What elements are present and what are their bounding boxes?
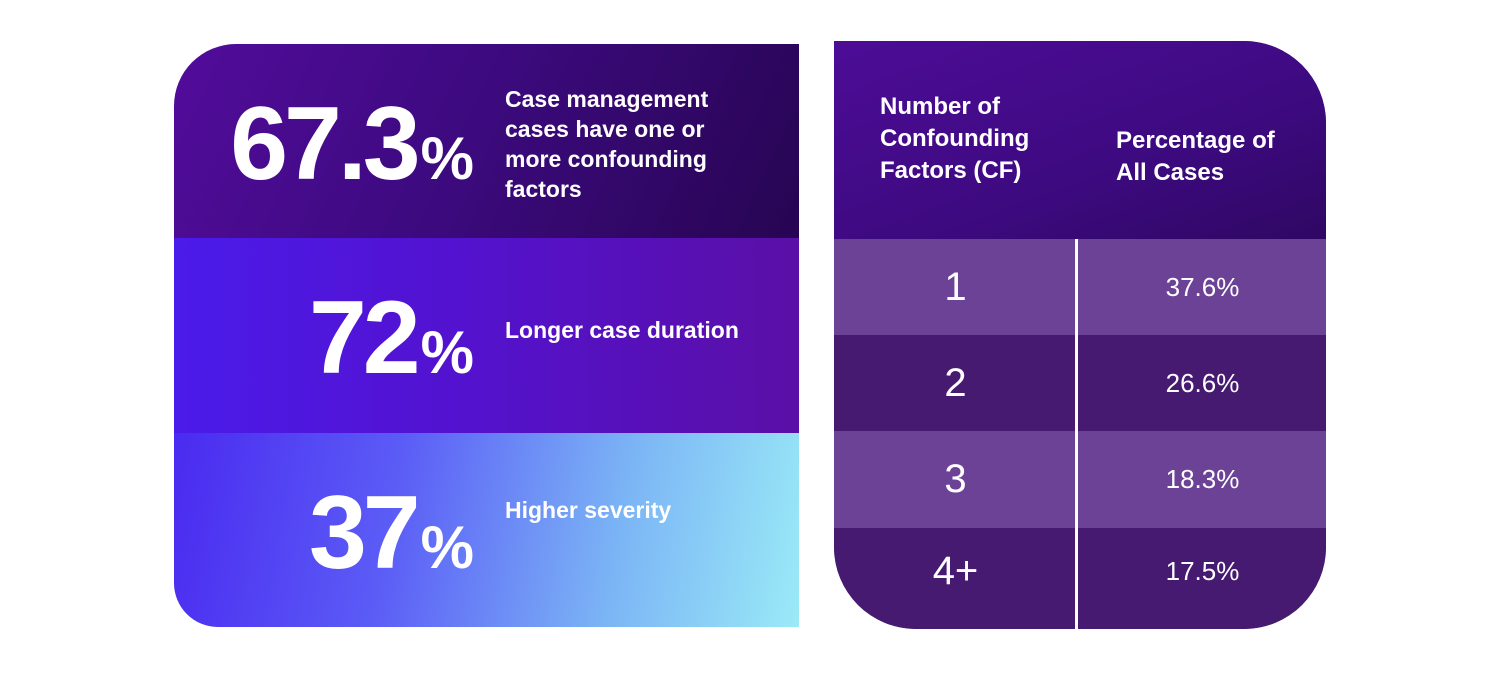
cf-count-cell: 1 [944,265,967,309]
stat-number: 67.3 [230,86,420,202]
stat-value: 37% [309,481,474,585]
table-row: 3 18.3% [834,431,1326,528]
stat-description: Longer case duration [505,317,739,343]
table-row: 1 37.6% [834,239,1326,335]
percentage-cell: 26.6% [1165,368,1240,398]
stats-panel: 67.3% Case management cases have one or … [174,44,799,627]
stat-description: Higher severity [505,497,672,523]
column-divider [1075,239,1078,629]
stat-unit: % [420,514,474,581]
percentage-cell: 37.6% [1165,272,1240,302]
percentage-cell: 17.5% [1165,556,1240,586]
percentage-cell: 18.3% [1165,464,1240,494]
stat-value: 72% [309,286,474,390]
table-header: Number of Confounding Factors (CF) Perce… [834,41,1326,239]
stat-unit: % [420,125,474,192]
cf-count-cell: 3 [944,457,967,501]
stat-number: 72 [308,280,421,396]
table-row: 4+ 17.5% [834,528,1326,629]
cf-count-cell: 4+ [932,549,979,593]
confounding-factors-table: Number of Confounding Factors (CF) Perce… [834,41,1326,629]
cf-count-cell: 2 [944,361,967,405]
table-row: 2 26.6% [834,335,1326,431]
stat-row-severity: 37% Higher severity [174,433,799,627]
stat-unit: % [420,319,474,386]
column-header-cf: Number of Confounding Factors (CF) [880,93,1030,184]
stat-value: 67.3% [230,92,474,196]
stat-number: 37 [308,475,421,591]
stat-row-duration: 72% Longer case duration [174,238,799,433]
column-header-percentage: Percentage of All Cases [1116,127,1275,186]
stat-row-confounding: 67.3% Case management cases have one or … [174,44,799,238]
stat-description: Case management cases have one or more c… [505,86,709,202]
